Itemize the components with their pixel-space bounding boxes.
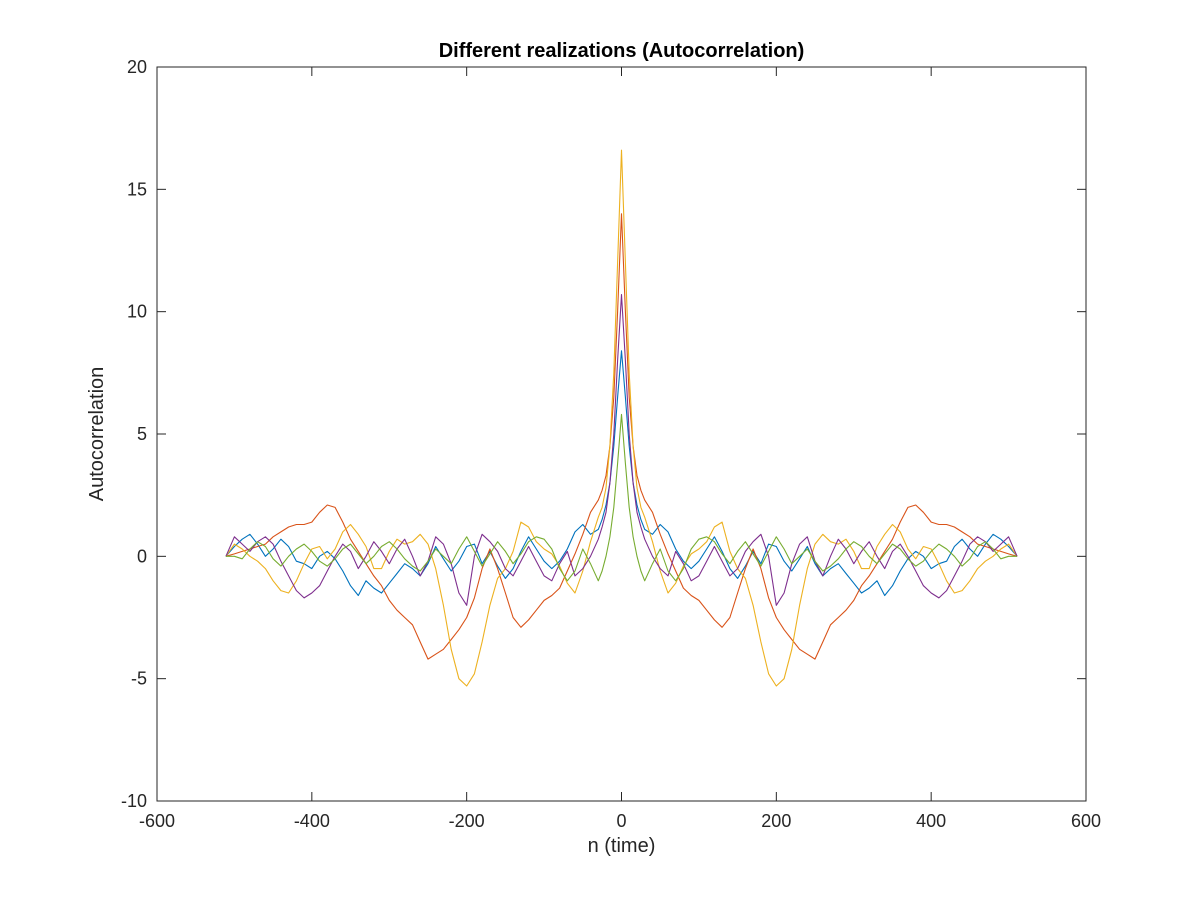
y-tick-label: 15: [127, 179, 147, 199]
x-tick-label: 400: [916, 811, 946, 831]
x-tick-label: -600: [139, 811, 175, 831]
y-tick-label: -10: [121, 791, 147, 811]
y-axis-label: Autocorrelation: [86, 367, 108, 502]
series-line-1: [225, 350, 1018, 597]
x-tick-label: -400: [294, 811, 330, 831]
x-axis-label: n (time): [588, 835, 656, 857]
y-tick-label: -5: [131, 669, 147, 689]
x-tick-label: 600: [1071, 811, 1101, 831]
series-line-3: [225, 149, 1018, 687]
tick-layer: -600 -400 -200 0 200 400 600 -10 -5 0 5 10 15 20: [121, 57, 1101, 831]
x-tick-label: 0: [616, 811, 626, 831]
y-tick-label: 10: [127, 302, 147, 322]
chart-title: Different realizations (Autocorrelation): [439, 40, 805, 62]
series-line-4: [225, 293, 1018, 606]
plot-area: [156, 66, 1087, 802]
y-tick-label: 20: [127, 57, 147, 77]
series-layer: [225, 149, 1018, 687]
series-line-5: [225, 413, 1018, 582]
y-tick-label: 0: [137, 546, 147, 566]
y-tick-label: 5: [137, 424, 147, 444]
x-tick-label: 200: [761, 811, 791, 831]
x-tick-label: -200: [449, 811, 485, 831]
